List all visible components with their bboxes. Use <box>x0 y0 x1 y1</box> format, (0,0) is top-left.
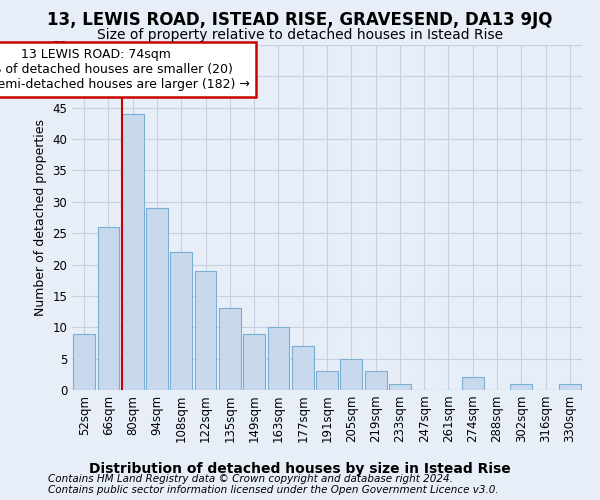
Bar <box>219 308 241 390</box>
Bar <box>340 358 362 390</box>
Bar <box>97 227 119 390</box>
Bar <box>365 371 386 390</box>
Bar <box>511 384 532 390</box>
Bar <box>194 271 217 390</box>
Bar <box>170 252 192 390</box>
Bar <box>462 378 484 390</box>
Bar <box>559 384 581 390</box>
Bar <box>146 208 168 390</box>
Bar <box>292 346 314 390</box>
Bar <box>389 384 411 390</box>
Bar <box>122 114 143 390</box>
Text: 13, LEWIS ROAD, ISTEAD RISE, GRAVESEND, DA13 9JQ: 13, LEWIS ROAD, ISTEAD RISE, GRAVESEND, … <box>47 11 553 29</box>
Text: Size of property relative to detached houses in Istead Rise: Size of property relative to detached ho… <box>97 28 503 42</box>
Y-axis label: Number of detached properties: Number of detached properties <box>34 119 47 316</box>
Text: Contains HM Land Registry data © Crown copyright and database right 2024.: Contains HM Land Registry data © Crown c… <box>48 474 453 484</box>
Bar <box>73 334 95 390</box>
Text: 13 LEWIS ROAD: 74sqm
← 10% of detached houses are smaller (20)
90% of semi-detac: 13 LEWIS ROAD: 74sqm ← 10% of detached h… <box>0 48 250 91</box>
Bar <box>268 328 289 390</box>
Text: Distribution of detached houses by size in Istead Rise: Distribution of detached houses by size … <box>89 462 511 476</box>
Text: Contains public sector information licensed under the Open Government Licence v3: Contains public sector information licen… <box>48 485 499 495</box>
Bar <box>243 334 265 390</box>
Bar <box>316 371 338 390</box>
